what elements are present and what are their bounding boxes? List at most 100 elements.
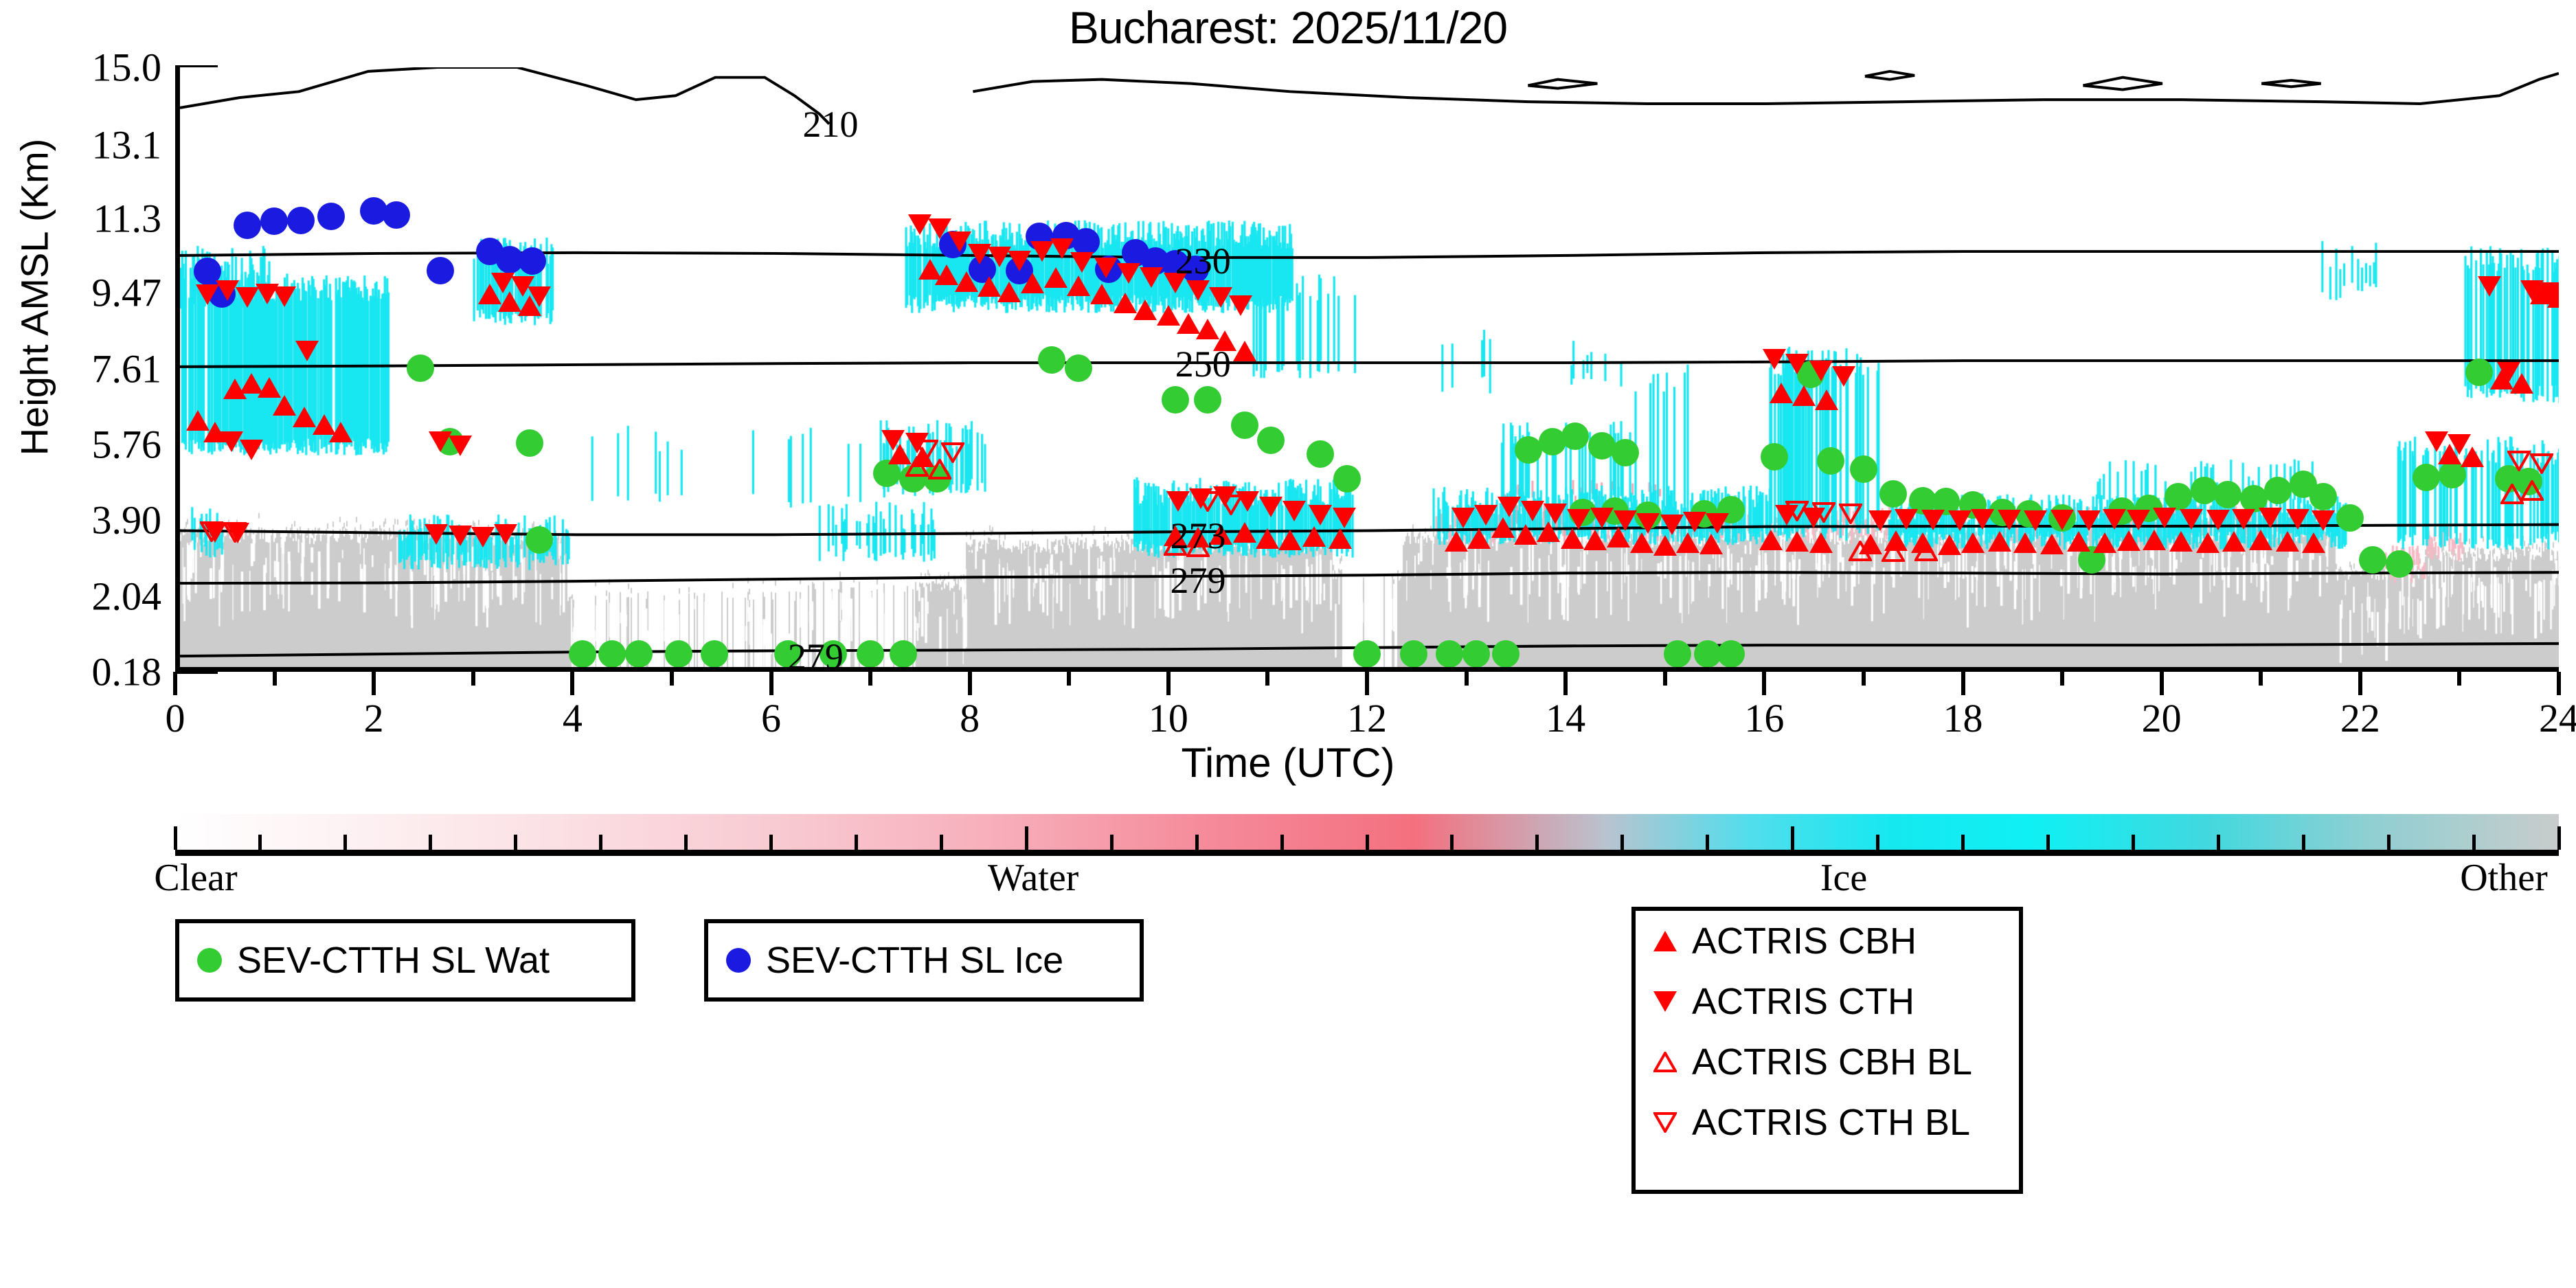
legend-label-actris-cbh-bl: ACTRIS CBH BL <box>1692 1041 1973 1083</box>
colorbar-tick <box>1876 835 1880 850</box>
x-tick-label: 10 <box>1148 696 1188 741</box>
data-point-actris-cbh-bl <box>2500 483 2524 504</box>
data-point-sev-wat <box>1760 443 1788 471</box>
data-point-actris-cth <box>908 214 932 235</box>
colorbar-tick <box>1280 835 1284 850</box>
data-point-actris-cbh <box>2013 532 2037 553</box>
data-point-actris-cth-bl <box>1838 504 1862 525</box>
data-point-sev-wat <box>2359 546 2387 574</box>
colorbar-label-ice: Ice <box>1820 857 1868 899</box>
data-point-actris-cbh <box>2276 530 2300 552</box>
x-tick-mark-minor <box>2060 672 2065 686</box>
data-point-actris-cbh-bl <box>1849 540 1873 561</box>
x-tick-label: 12 <box>1347 696 1387 741</box>
data-point-sev-wat <box>2190 477 2218 505</box>
data-point-actris-cbh <box>1938 534 1962 555</box>
colorbar-tick <box>684 835 688 850</box>
data-point-sev-wat <box>773 640 802 667</box>
data-point-actris-cbh <box>1213 330 1237 351</box>
data-point-actris-cbh <box>1785 530 1809 552</box>
legend-row-actris-cth-bl[interactable]: ACTRIS CTH BL <box>1636 1092 2019 1153</box>
data-point-actris-cth <box>2077 510 2101 532</box>
x-tick-label: 24 <box>2539 696 2576 741</box>
plot-canvas: 210 230 250 273 279 279 <box>180 67 2559 667</box>
data-point-actris-cth <box>2179 508 2203 530</box>
data-point-actris-cbh <box>1114 293 1138 314</box>
x-tick-label: 20 <box>2141 696 2182 741</box>
legend-actris[interactable]: ACTRIS CBH ACTRIS CTH ACTRIS CBH BL ACTR… <box>1631 907 2023 1194</box>
data-point-actris-cbh <box>1675 532 1699 553</box>
data-point-sev-ice <box>287 206 315 234</box>
data-point-actris-cth <box>2540 282 2559 303</box>
colorbar <box>173 814 2561 856</box>
data-point-actris-cbh <box>1089 283 1114 304</box>
data-point-actris-cth <box>1140 267 1164 288</box>
data-point-actris-cth <box>1474 504 1498 526</box>
x-tick-mark <box>769 672 773 695</box>
colorbar-tick <box>1961 835 1965 850</box>
data-point-actris-cbh-bl <box>2520 480 2544 501</box>
y-tick-label: 0.18 <box>91 649 162 694</box>
contour-label: 230 <box>1175 240 1231 282</box>
data-point-actris-cbh-bl <box>1186 536 1210 557</box>
data-point-actris-cbh <box>935 264 959 285</box>
legend-label-sev-wat: SEV-CTTH SL Wat <box>237 940 550 981</box>
data-point-sev-wat <box>1256 427 1285 455</box>
legend-sev-ctth-sl-wat[interactable]: SEV-CTTH SL Wat <box>175 919 635 1002</box>
colorbar-tick <box>429 835 433 850</box>
legend-label-actris-cth: ACTRIS CTH <box>1692 981 1914 1022</box>
legend-sev-ctth-sl-ice[interactable]: SEV-CTTH SL Ice <box>704 919 1144 1002</box>
data-point-sev-wat <box>1065 354 1093 383</box>
data-point-actris-cth <box>272 286 296 307</box>
data-point-actris-cbh <box>978 276 1002 297</box>
data-point-sev-wat <box>2263 477 2292 505</box>
legend-label-actris-cbh: ACTRIS CBH <box>1692 920 1917 962</box>
data-point-actris-cth <box>494 523 518 545</box>
colorbar-tick <box>2472 835 2476 850</box>
data-point-actris-cth <box>1050 238 1074 260</box>
data-point-actris-cth-bl <box>2530 453 2554 475</box>
x-tick-mark-minor <box>272 672 277 686</box>
data-point-actris-cth <box>1544 504 1568 525</box>
data-point-actris-cth <box>2497 362 2521 383</box>
x-tick-mark <box>1166 672 1171 695</box>
legend-row-actris-cbh[interactable]: ACTRIS CBH <box>1636 911 2019 971</box>
colorbar-tick <box>2216 835 2220 850</box>
data-point-sev-wat <box>1515 436 1543 464</box>
data-point-actris-cbh-bl <box>928 458 952 479</box>
x-tick-mark <box>1563 672 1568 695</box>
colorbar-tick <box>1195 835 1199 850</box>
plot-area: 210 230 250 273 279 279 <box>175 67 2559 672</box>
data-point-actris-cth <box>1590 508 1614 529</box>
colorbar-label-other: Other <box>2460 857 2548 899</box>
data-point-actris-cth-bl <box>1196 491 1220 512</box>
data-point-actris-cth <box>1613 510 1637 532</box>
x-axis-label: Time (UTC) <box>1181 740 1395 786</box>
colorbar-tick <box>1365 835 1369 850</box>
data-point-sev-wat <box>700 640 728 667</box>
data-point-actris-cbh <box>1278 529 1302 550</box>
data-point-sev-ice <box>234 212 262 240</box>
y-tick-label: 2.04 <box>91 574 162 619</box>
data-point-actris-cth <box>928 218 952 239</box>
legend-marker-filled-triangle-up-icon <box>1653 931 1677 951</box>
data-point-actris-cth <box>2206 510 2230 531</box>
data-point-actris-cth <box>2127 510 2151 531</box>
data-point-actris-cth <box>1229 295 1253 317</box>
data-point-sev-wat <box>624 640 653 667</box>
data-point-actris-cth <box>2285 508 2309 530</box>
data-point-sev-wat <box>1693 640 1721 667</box>
data-point-actris-cth <box>216 280 240 302</box>
data-point-actris-cth <box>1636 512 1660 534</box>
data-point-sev-wat <box>664 640 692 667</box>
data-point-sev-wat <box>1230 411 1258 440</box>
data-point-actris-cth-bl <box>1811 502 1835 523</box>
x-tick-mark-minor <box>868 672 873 686</box>
data-point-sev-wat <box>1462 640 1490 667</box>
data-point-actris-cbh <box>1961 532 1985 553</box>
x-tick-mark-minor <box>471 672 475 686</box>
legend-row-actris-cth[interactable]: ACTRIS CTH <box>1636 971 2019 1032</box>
legend-row-actris-cbh-bl[interactable]: ACTRIS CBH BL <box>1636 1032 2019 1092</box>
data-point-sev-wat <box>2309 482 2338 510</box>
data-point-actris-cth <box>2520 280 2544 302</box>
